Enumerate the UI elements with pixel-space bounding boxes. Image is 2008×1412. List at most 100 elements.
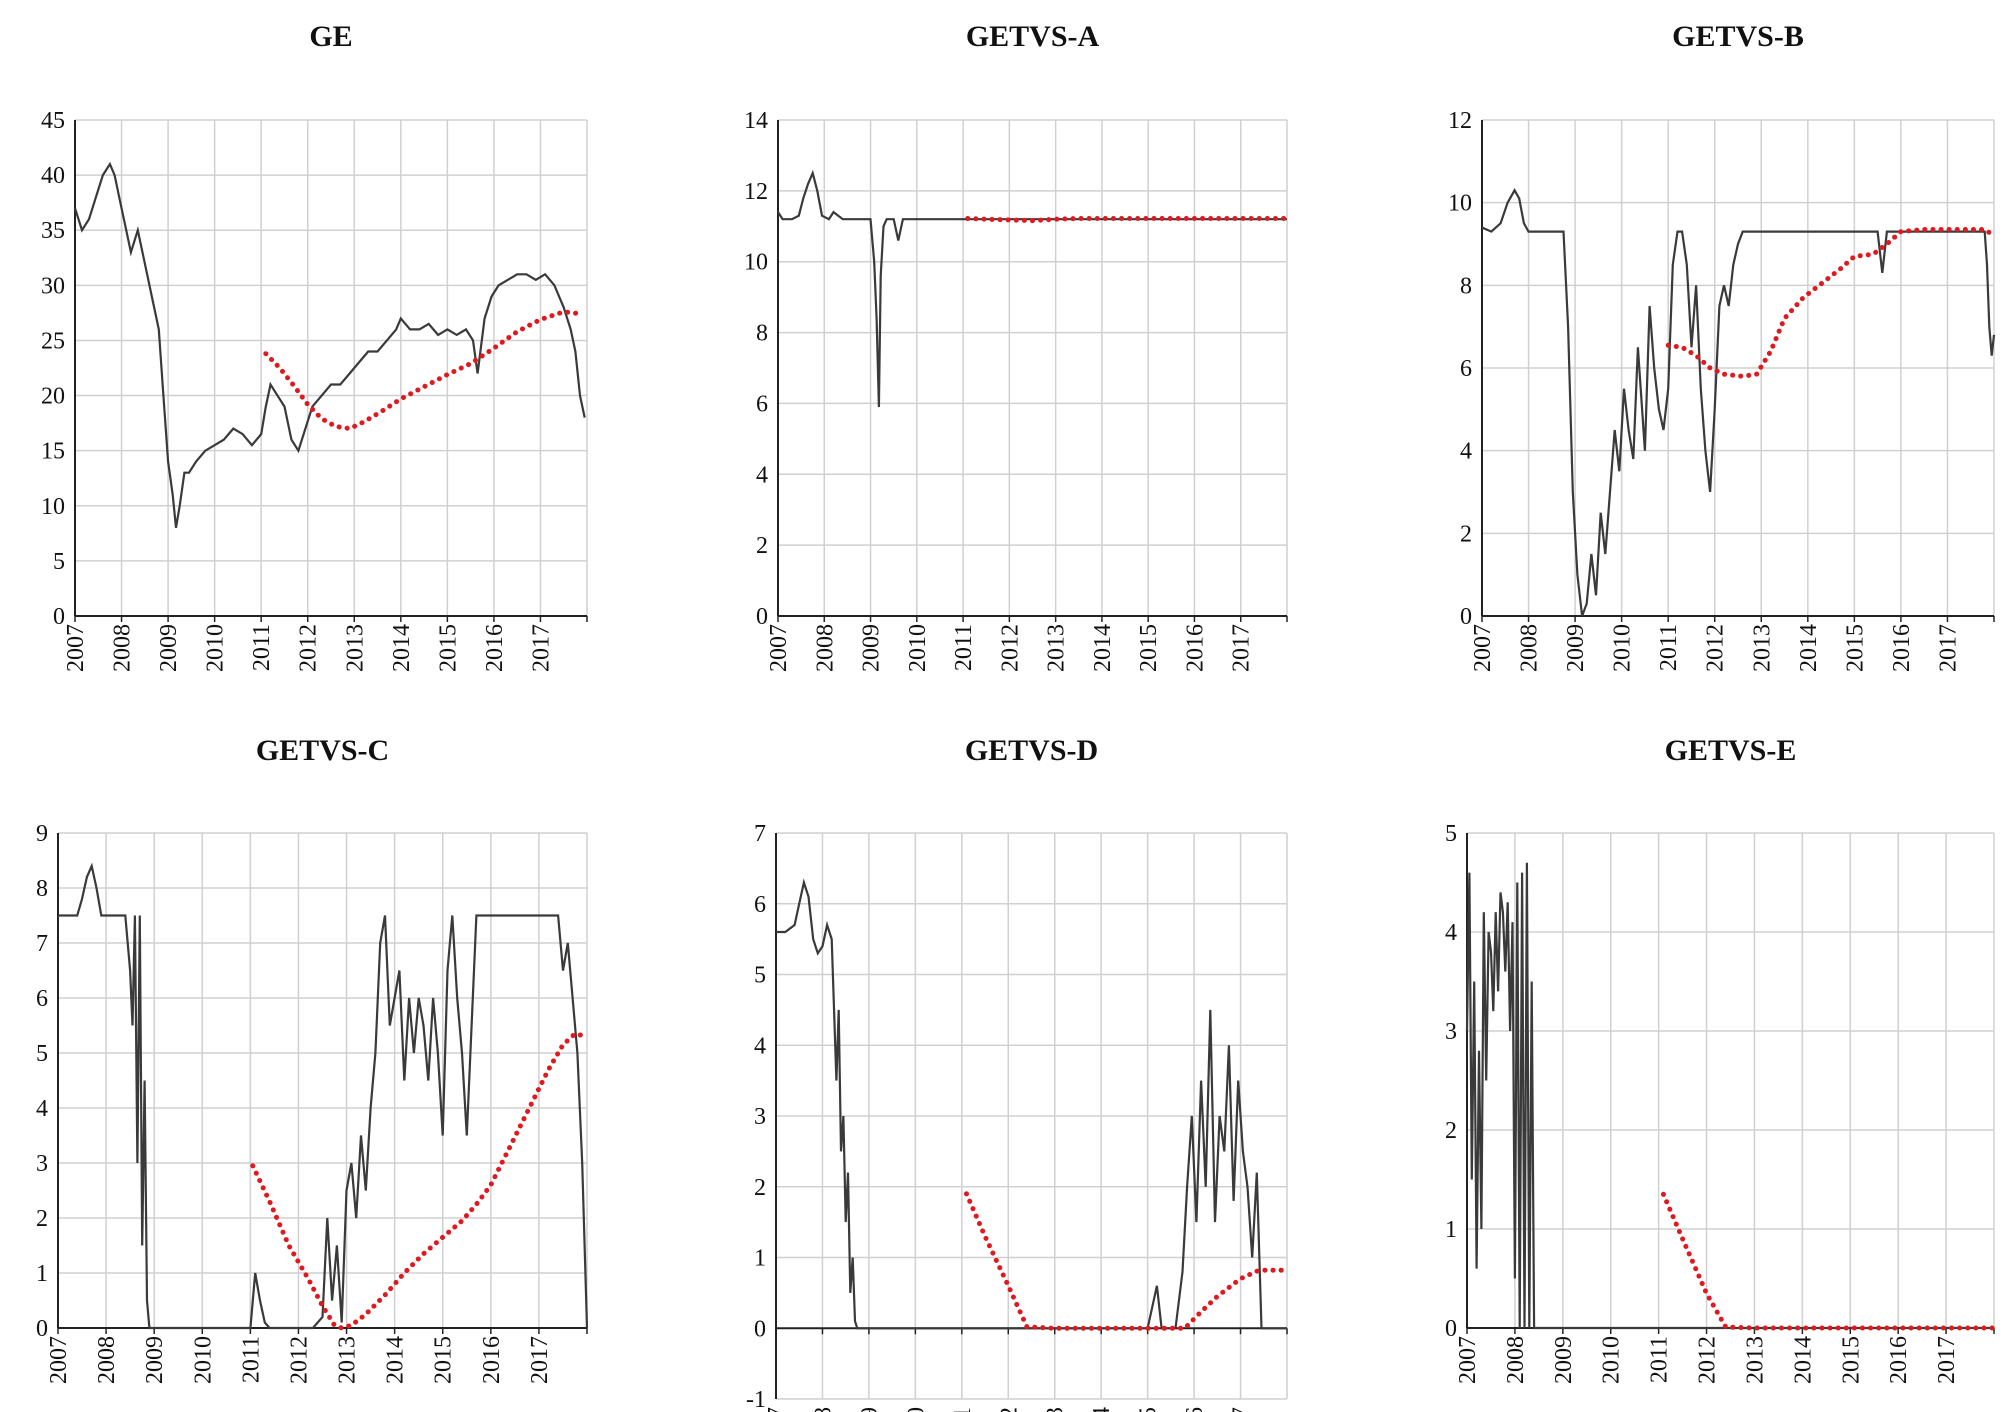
x-tick-label: 2015 — [1838, 1336, 1864, 1384]
x-tick-label: 2011 — [249, 624, 275, 671]
x-tick-label: 2008 — [94, 1336, 120, 1384]
y-tick-label: 4 — [756, 462, 768, 488]
y-tick-label: 5 — [53, 549, 65, 575]
x-tick-label: 2008 — [1503, 1336, 1529, 1384]
x-tick-label: 2010 — [203, 624, 229, 672]
y-tick-label: 2 — [36, 1206, 48, 1232]
x-tick-label: 2015 — [431, 1336, 457, 1384]
chart-panel: GETVS-C 0 1 2 3 4 5 6 7 8 9 2007 2008 2009 2010 2011 201… — [36, 734, 590, 1384]
x-tick-label: 2012 — [286, 1336, 312, 1384]
chart-panel: GE 0 5 10 15 20 25 30 35 40 45 2007 2008 2009 2010 2011… — [41, 20, 588, 672]
y-tick-label: 5 — [1445, 821, 1457, 847]
price-series-line — [776, 878, 1287, 1330]
x-tick-label: 2013 — [1742, 1336, 1768, 1384]
chart-panel: GETVS-A 0 2 4 6 8 10 12 14 2007 2008 2009 2010 2011 20… — [744, 20, 1290, 672]
y-tick-label: 3 — [754, 1104, 766, 1130]
y-tick-label: 2 — [754, 1175, 766, 1201]
y-tick-label: 0 — [1460, 604, 1472, 630]
x-tick-label: 2012 — [296, 624, 322, 672]
x-tick-label: 2010 — [190, 1336, 216, 1384]
chart-panel: GETVS-D -1 0 1 2 3 4 5 6 7 2007 2008 2009 2010 2011 201… — [746, 734, 1290, 1412]
x-tick-label: 2012 — [997, 624, 1023, 672]
y-tick-label: 6 — [1460, 356, 1472, 382]
y-tick-label: 3 — [1445, 1019, 1457, 1045]
x-tick-label: 2009 — [1551, 1336, 1577, 1384]
trend-series-line — [263, 309, 585, 432]
y-tick-label: 30 — [41, 273, 65, 299]
x-tick-label: 2007 — [1470, 624, 1496, 672]
x-tick-label: 2013 — [1044, 624, 1070, 672]
x-tick-label: 2009 — [156, 624, 182, 672]
y-tick-label: 8 — [756, 321, 768, 347]
x-tick-label: 2016 — [1182, 1407, 1208, 1412]
y-tick-label: 5 — [36, 1041, 48, 1067]
x-tick-label: 2011 — [950, 1407, 976, 1412]
y-tick-label: 4 — [754, 1033, 766, 1059]
y-tick-label: 2 — [1445, 1118, 1457, 1144]
y-tick-label: 14 — [744, 108, 768, 134]
y-tick-label: 40 — [41, 163, 65, 189]
x-tick-label: 2015 — [1136, 1407, 1162, 1412]
chart-panel: GETVS-E 0 1 2 3 4 5 2007 2008 2009 2010 2011 2012 201… — [1445, 734, 1997, 1384]
y-tick-label: 1 — [36, 1261, 48, 1287]
y-tick-label: 7 — [754, 821, 766, 847]
trend-series-line — [964, 1191, 1290, 1331]
x-tick-label: 2008 — [810, 1407, 836, 1412]
x-tick-label: 2009 — [859, 624, 885, 672]
x-tick-label: 2016 — [479, 1336, 505, 1384]
price-series-line — [58, 862, 589, 1330]
x-tick-label: 2017 — [527, 1336, 553, 1384]
x-tick-label: 2012 — [1703, 624, 1729, 672]
x-tick-label: 2012 — [996, 1407, 1022, 1412]
x-tick-label: 2016 — [1886, 1336, 1912, 1384]
y-tick-label: 7 — [36, 931, 48, 957]
x-tick-label: 2015 — [1136, 624, 1162, 672]
x-tick-label: 2014 — [1090, 624, 1116, 672]
price-series-line — [777, 169, 1287, 408]
x-tick-label: 2017 — [1934, 1336, 1960, 1384]
y-tick-label: 25 — [41, 328, 65, 354]
y-tick-label: 10 — [744, 250, 768, 276]
x-tick-label: 2015 — [435, 624, 461, 672]
y-tick-label: 0 — [756, 604, 768, 630]
x-tick-label: 2011 — [238, 1336, 264, 1383]
price-series-line — [1481, 188, 1996, 617]
trend-series-line — [965, 216, 1290, 224]
y-tick-label: 8 — [1460, 273, 1472, 299]
x-tick-label: 2010 — [1599, 1336, 1625, 1384]
x-tick-label: 2014 — [1790, 1336, 1816, 1384]
trend-series-line — [1660, 1191, 1997, 1331]
x-tick-label: 2009 — [857, 1407, 883, 1412]
x-tick-label: 2010 — [905, 624, 931, 672]
trend-series-line — [250, 1031, 590, 1331]
x-tick-label: 2008 — [812, 624, 838, 672]
x-tick-label: 2010 — [1610, 624, 1636, 672]
y-tick-label: 6 — [754, 892, 766, 918]
x-tick-label: 2010 — [903, 1407, 929, 1412]
y-tick-label: 4 — [1460, 439, 1472, 465]
x-tick-label: 2017 — [1935, 624, 1961, 672]
x-tick-label: 2017 — [1229, 1407, 1255, 1412]
trend-series-line — [1665, 227, 1997, 379]
x-tick-label: 2013 — [335, 1336, 361, 1384]
x-tick-label: 2012 — [1695, 1336, 1721, 1384]
chart-title: GE — [309, 20, 352, 53]
y-tick-label: 6 — [36, 986, 48, 1012]
y-tick-label: 5 — [754, 963, 766, 989]
x-tick-label: 2007 — [63, 624, 89, 672]
y-tick-label: 4 — [36, 1096, 48, 1122]
x-tick-label: 2013 — [342, 624, 368, 672]
y-tick-label: 2 — [756, 533, 768, 559]
x-tick-label: 2017 — [528, 624, 554, 672]
y-tick-label: 1 — [1445, 1217, 1457, 1243]
y-tick-label: 10 — [41, 494, 65, 520]
x-tick-label: 2007 — [764, 1407, 790, 1412]
x-tick-label: 2016 — [1182, 624, 1208, 672]
y-tick-label: 0 — [53, 604, 65, 630]
x-tick-label: 2008 — [1517, 624, 1543, 672]
price-series-line — [1465, 862, 1994, 1330]
x-tick-label: 2015 — [1842, 624, 1868, 672]
x-tick-label: 2007 — [766, 624, 792, 672]
x-tick-label: 2016 — [1889, 624, 1915, 672]
